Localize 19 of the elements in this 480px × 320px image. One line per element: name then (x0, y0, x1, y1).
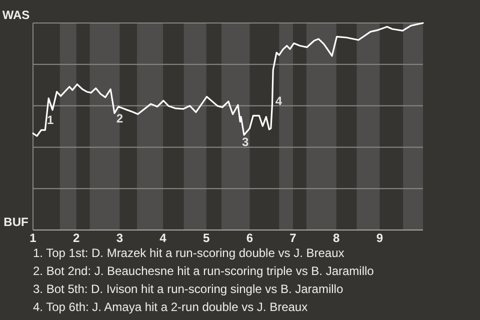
x-tick-label: 5 (202, 231, 210, 246)
text: 3. Bot 5th: D. Ivison hit a run-scoring single vs B. Jaramillo (33, 282, 344, 296)
x-tick-label: 7 (290, 231, 297, 246)
text: BUF (4, 215, 28, 230)
text: 1. Top 1st: D. Mrazek hit a run-scoring double vs J. Breaux (33, 246, 344, 260)
annotation: 1 (46, 113, 54, 128)
text: 4. Top 6th: J. Amaya hit a 2-run double vs J. Breaux (33, 300, 308, 314)
annotation: 3 (242, 135, 249, 150)
x-tick-label: 3 (116, 231, 124, 246)
text: 2. Bot 2nd: J. Beauchesne hit a run-scoring triple vs B. Jaramillo (33, 264, 374, 278)
text: WAS (2, 8, 30, 22)
annotation: 4 (275, 94, 282, 108)
x-tick-label: 9 (376, 231, 384, 246)
x-tick-label: 8 (332, 231, 340, 246)
x-tick-label: 6 (246, 231, 254, 246)
x-tick-label: 4 (160, 231, 167, 246)
annotation: 2 (116, 111, 124, 126)
x-tick-label: 2 (72, 231, 80, 246)
x-tick-label: 1 (30, 231, 37, 246)
